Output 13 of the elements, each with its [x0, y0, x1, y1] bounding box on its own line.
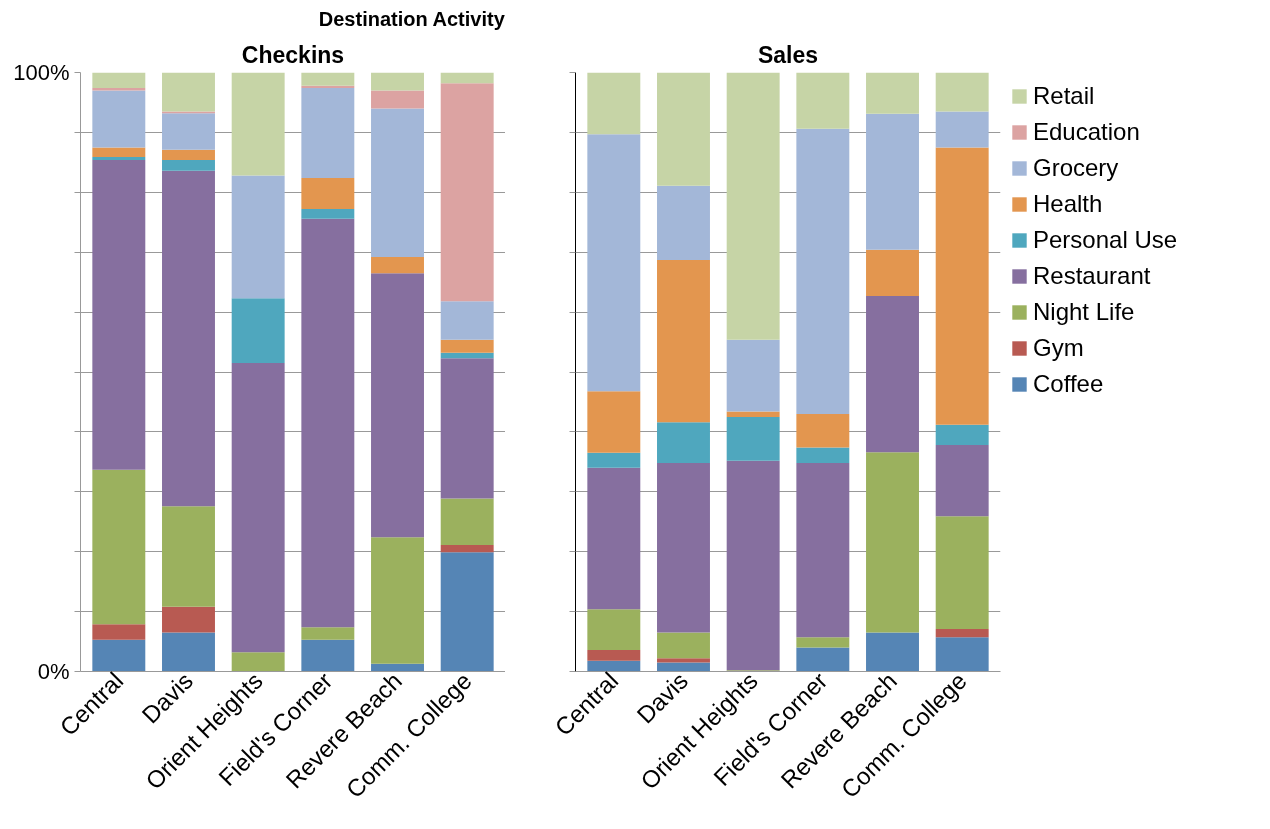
legend-label: Personal Use [1033, 226, 1178, 254]
legend-label: Retail [1033, 82, 1095, 110]
legend-label: Gym [1033, 334, 1084, 362]
legend-label: Health [1033, 190, 1103, 218]
legend-label: Education [1033, 118, 1140, 146]
chart-title: Destination Activity [318, 7, 506, 30]
legend-label: Coffee [1033, 370, 1104, 398]
y-tick-label: 100% [13, 60, 70, 85]
legend-label: Restaurant [1033, 262, 1151, 290]
legend-label: Grocery [1033, 154, 1119, 182]
chart-subtitle: Sales [757, 41, 819, 68]
chart-subtitle: Checkins [241, 41, 345, 68]
legend-label: Night Life [1033, 298, 1135, 326]
